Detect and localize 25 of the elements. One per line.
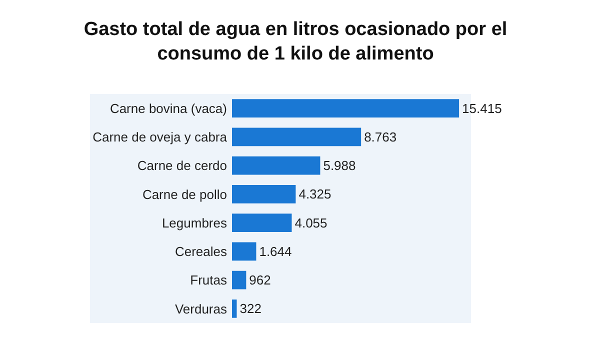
chart-title: Gasto total de agua en litros ocasionado por el consumo de 1 kilo de alimento [84, 18, 508, 64]
bar [232, 300, 237, 318]
bar [232, 242, 256, 261]
bar [232, 99, 460, 118]
bar [232, 185, 296, 204]
data-label: 8.763 [364, 129, 397, 144]
y-tick-label: Carne de cerdo [137, 158, 227, 174]
data-label: 15.415 [462, 100, 502, 116]
y-tick-label: Cereales [174, 244, 228, 259]
y-tick-label: Carne de pollo [142, 186, 227, 202]
y-tick-label: Frutas [190, 272, 228, 288]
y-tick-label: Verduras [174, 301, 228, 316]
bar [232, 156, 320, 175]
bar [232, 128, 362, 146]
bar [232, 214, 292, 232]
data-label: 4.055 [294, 215, 328, 230]
data-label: 5.988 [323, 158, 356, 174]
data-label: 4.325 [298, 186, 332, 202]
bar [232, 270, 246, 290]
y-tick-label: Carne de oveja y cabra [92, 129, 228, 144]
y-tick-label: Legumbres [162, 215, 228, 230]
data-label: 1.644 [259, 244, 292, 259]
data-label: 962 [249, 272, 271, 288]
data-label: 322 [240, 301, 262, 316]
y-tick-label: Carne bovina (vaca) [110, 100, 227, 116]
